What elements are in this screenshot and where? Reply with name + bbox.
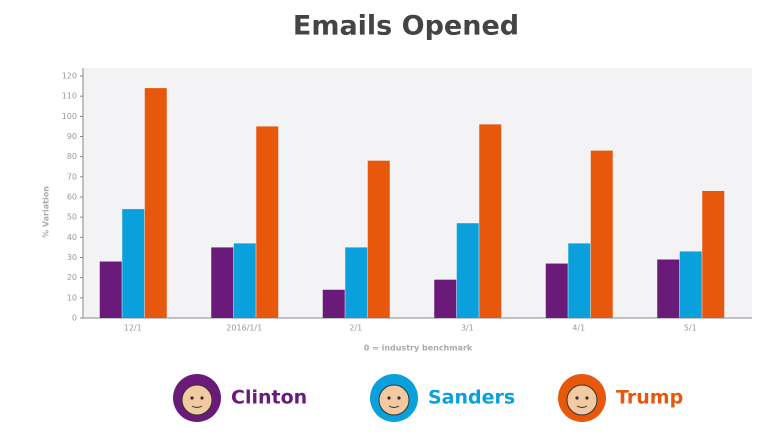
legend-label: Sanders bbox=[428, 387, 515, 409]
plot-background bbox=[83, 68, 752, 318]
legend-avatar-mouth bbox=[191, 405, 203, 408]
y-tick-label: 70 bbox=[67, 172, 77, 181]
y-tick-label: 40 bbox=[67, 233, 77, 242]
bar bbox=[456, 223, 479, 318]
bar bbox=[479, 124, 502, 319]
bar bbox=[345, 247, 368, 318]
y-tick-label: 110 bbox=[62, 92, 77, 101]
y-tick-label: 20 bbox=[67, 273, 77, 282]
y-tick-label: 100 bbox=[62, 112, 77, 121]
bar bbox=[568, 243, 591, 318]
bar bbox=[702, 190, 725, 318]
legend-avatar-eye bbox=[397, 396, 401, 400]
legend-label: Trump bbox=[616, 387, 683, 409]
legend-avatar-face bbox=[181, 384, 213, 416]
chart-title: Emails Opened bbox=[293, 11, 519, 42]
bar bbox=[211, 247, 234, 318]
legend-avatar-eye bbox=[190, 396, 194, 400]
x-tick-label: 2/1 bbox=[349, 324, 362, 333]
legend-avatar-face bbox=[566, 384, 598, 416]
y-tick-label: 50 bbox=[67, 213, 77, 222]
bar bbox=[545, 263, 568, 318]
y-tick-label: 60 bbox=[67, 193, 77, 202]
bar bbox=[99, 261, 122, 318]
bar bbox=[256, 126, 279, 319]
bar bbox=[233, 243, 256, 318]
x-tick-label: 3/1 bbox=[461, 324, 474, 333]
bar bbox=[657, 259, 680, 318]
bar bbox=[322, 289, 345, 318]
legend-avatar-eye bbox=[200, 396, 204, 400]
legend-avatar-eye bbox=[387, 396, 391, 400]
bar bbox=[367, 160, 390, 318]
bar bbox=[122, 209, 145, 318]
x-tick-label: 4/1 bbox=[572, 324, 585, 333]
y-tick-label: 10 bbox=[67, 293, 77, 302]
y-tick-label: 90 bbox=[67, 132, 77, 141]
bar bbox=[434, 279, 457, 318]
legend-avatar-face bbox=[378, 384, 410, 416]
x-axis-label: 0 = industry benchmark bbox=[364, 344, 473, 353]
legend-avatar-eye bbox=[585, 396, 589, 400]
y-tick-label: 30 bbox=[67, 253, 77, 262]
legend-avatar-mouth bbox=[576, 405, 588, 408]
y-tick-label: 0 bbox=[72, 314, 77, 323]
legend-label: Clinton bbox=[231, 387, 307, 409]
bar bbox=[144, 88, 167, 318]
y-tick-label: 120 bbox=[62, 72, 77, 81]
y-tick-label: 80 bbox=[67, 152, 77, 161]
bar bbox=[590, 150, 613, 318]
x-tick-label: 5/1 bbox=[684, 324, 697, 333]
x-tick-label: 2016/1/1 bbox=[226, 324, 262, 333]
legend-avatar-mouth bbox=[388, 405, 400, 408]
legend-avatar-eye bbox=[575, 396, 579, 400]
x-tick-label: 12/1 bbox=[124, 324, 142, 333]
y-axis-label: % Variation bbox=[42, 186, 51, 238]
bar bbox=[679, 251, 702, 318]
